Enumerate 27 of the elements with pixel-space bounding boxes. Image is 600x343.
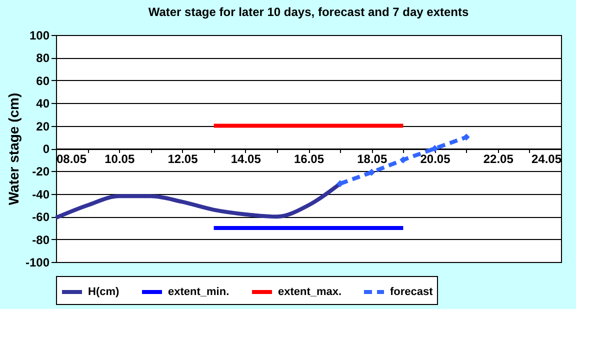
y-tick-label: -80 [32, 232, 50, 247]
x-tick-label: 12.05 [168, 152, 198, 166]
x-tick-label: 14.05 [230, 152, 262, 166]
x-tick-label: 18.05 [357, 152, 388, 166]
y-tick-label: 60 [36, 74, 50, 88]
x-tick-label: 24.05 [531, 152, 562, 166]
y-tick-label: 80 [36, 51, 50, 66]
y-tick-label: -60 [32, 210, 50, 224]
y-axis-title: Water stage (cm) [5, 92, 22, 206]
legend-label: extent_min. [168, 286, 230, 298]
legend-label: H(cm) [88, 286, 120, 298]
y-tick-label: 40 [36, 96, 50, 111]
y-tick-label: 100 [29, 28, 50, 42]
y-tick-label: 0 [42, 142, 50, 156]
y-tick-label: 20 [36, 119, 50, 134]
y-tick-label: -100 [25, 256, 50, 270]
x-tick-label: 10.05 [104, 152, 135, 166]
legend-label: extent_max. [278, 286, 342, 298]
chart-title: Water stage for later 10 days, forecast and 7 day extents [148, 5, 469, 19]
legend-label: forecast [390, 286, 434, 298]
y-tick-label: -40 [32, 187, 50, 202]
x-tick-label: 08.05 [56, 152, 87, 166]
y-tick-label: -20 [32, 164, 50, 179]
x-tick-label: 20.05 [420, 152, 451, 166]
x-tick-label: 16.05 [294, 152, 324, 166]
x-tick-label: 22.05 [483, 152, 514, 166]
line-series [54, 182, 342, 220]
